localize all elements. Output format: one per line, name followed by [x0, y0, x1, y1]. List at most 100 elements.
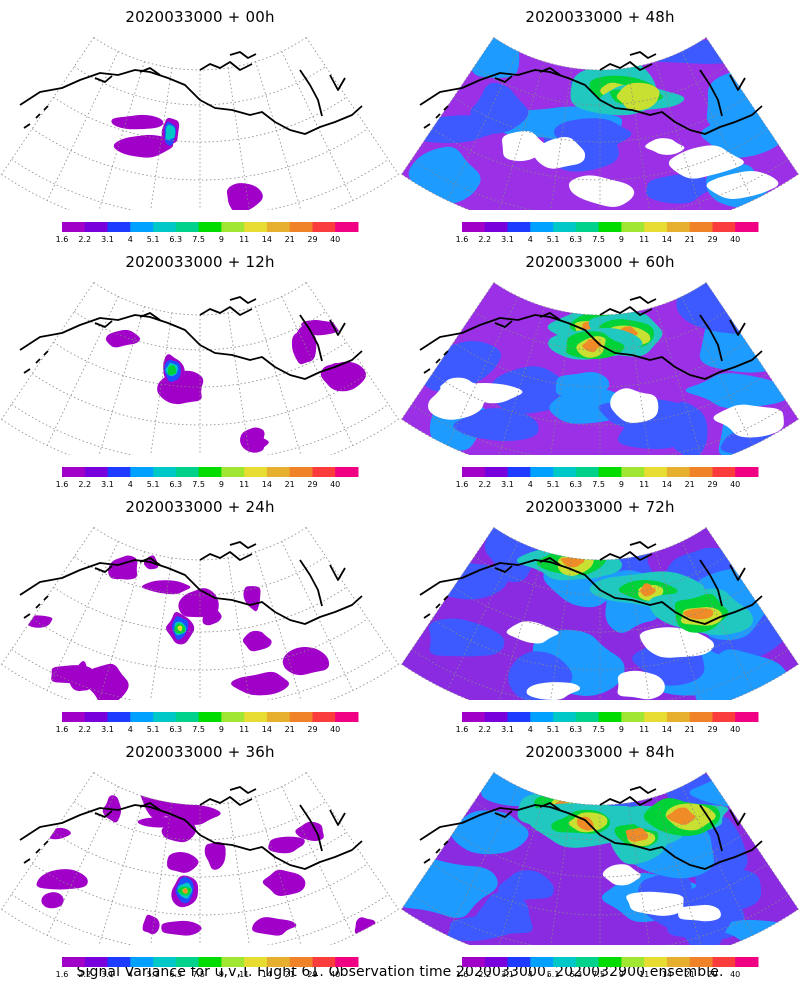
colorbar: 1.6 2.2 3.1 4 5.1 6.3 7.5 9 11 14 21 29 40 [56, 957, 359, 979]
variance-blob [666, 807, 696, 825]
colorbar-tick-label: 11 [239, 970, 249, 979]
colorbar-swatch [266, 957, 291, 967]
colorbar-tick-label: 1.6 [56, 235, 69, 244]
variance-blob [713, 404, 784, 438]
colorbar-tick-label: 11 [639, 480, 649, 489]
colorbar-swatch [712, 957, 736, 967]
variance-blob [177, 625, 183, 632]
colorbar-tick-label: 21 [285, 235, 295, 244]
colorbar-swatch [153, 222, 177, 232]
colorbar-tick-label: 2.2 [478, 480, 491, 489]
colorbar-swatch [689, 467, 713, 477]
colorbar-tick-label: 14 [262, 480, 272, 489]
variance-blob [617, 670, 665, 700]
variance-blob [568, 175, 635, 207]
colorbar-tick-label: 4 [128, 970, 133, 979]
panel-title: 2020033000 + 12h [125, 253, 275, 271]
variance-blob [43, 827, 71, 840]
colorbar-swatch [107, 957, 131, 967]
colorbar-swatch [689, 712, 713, 722]
colorbar-tick-label: 14 [662, 725, 672, 734]
colorbar-swatch [462, 222, 486, 232]
variance-blob [166, 851, 199, 873]
coastline [19, 51, 363, 135]
graticule [1, 37, 399, 210]
colorbar-tick-label: 14 [662, 235, 672, 244]
variance-blob [468, 37, 520, 79]
variance-blob [450, 810, 529, 855]
variance-blob [262, 869, 306, 896]
colorbar-swatch [312, 957, 336, 967]
colorbar-swatch [198, 222, 222, 232]
colorbar-swatch [484, 957, 509, 967]
colorbar-tick-label: 21 [285, 725, 295, 734]
colorbar-tick-label: 7.5 [192, 480, 205, 489]
colorbar-tick-label: 40 [330, 725, 340, 734]
colorbar-tick-label: 7.5 [192, 725, 205, 734]
colorbar-tick-label: 21 [685, 480, 695, 489]
variance-blob [533, 136, 586, 169]
colorbar-tick-label: 4 [128, 725, 133, 734]
colorbar-swatch [175, 467, 200, 477]
colorbar-swatch [198, 467, 222, 477]
colorbar-tick-label: 21 [685, 725, 695, 734]
colorbar-tick-label: 6.3 [169, 235, 182, 244]
variance-blob [161, 920, 202, 936]
colorbar-swatch [621, 222, 645, 232]
polar-map [401, 772, 799, 945]
colorbar-swatch [335, 957, 359, 967]
colorbar-tick-label: 29 [307, 235, 317, 244]
colorbar-swatch [530, 712, 554, 722]
variance-blob [242, 630, 272, 652]
variance-blob [36, 869, 88, 890]
colorbar-tick-label: 14 [262, 235, 272, 244]
variance-blob [626, 891, 684, 916]
variance-blob [706, 170, 779, 199]
variance-blob [616, 82, 660, 111]
colorbar-tick-label: 9 [619, 480, 624, 489]
colorbar-swatch [335, 712, 359, 722]
colorbar: 1.6 2.2 3.1 4 5.1 6.3 7.5 9 11 14 21 29 40 [456, 712, 759, 734]
colorbar-swatch [84, 712, 109, 722]
colorbar-tick-label: 6.3 [569, 235, 582, 244]
colorbar: 1.6 2.2 3.1 4 5.1 6.3 7.5 9 11 14 21 29 40 [456, 957, 759, 979]
colorbar: 1.6 2.2 3.1 4 5.1 6.3 7.5 9 11 14 21 29 40 [456, 222, 759, 244]
colorbar-tick-label: 2.2 [78, 725, 91, 734]
variance-blob [506, 621, 559, 644]
variance-blob [474, 891, 533, 935]
variance-blob [295, 821, 324, 842]
colorbar-swatch [666, 467, 691, 477]
colorbar-swatch [553, 712, 577, 722]
colorbar-tick-label: 3.1 [101, 480, 114, 489]
colorbar-tick-label: 2.2 [78, 480, 91, 489]
colorbar-swatch [598, 957, 622, 967]
map-panel: 2020033000 + 00h [0, 0, 400, 245]
colorbar-tick-label: 4 [528, 235, 533, 244]
colorbar-swatch [666, 957, 691, 967]
colorbar-swatch [312, 467, 336, 477]
colorbar-swatch [198, 712, 222, 722]
colorbar-swatch [312, 712, 336, 722]
variance-blob [678, 904, 721, 922]
colorbar-swatch [335, 222, 359, 232]
variance-blob [498, 870, 554, 901]
colorbar-swatch [553, 957, 577, 967]
coastline [419, 786, 763, 870]
colorbar-tick-label: 29 [307, 725, 317, 734]
colorbar-tick-label: 4 [128, 480, 133, 489]
colorbar-swatch [244, 712, 268, 722]
colorbar-tick-label: 3.1 [501, 725, 514, 734]
colorbar-swatch [289, 957, 313, 967]
colorbar-swatch [575, 712, 600, 722]
colorbar-swatch [266, 712, 291, 722]
colorbar-swatch [644, 467, 668, 477]
colorbar-swatch [621, 957, 645, 967]
colorbar-tick-label: 5.1 [547, 725, 560, 734]
variance-blob [84, 663, 129, 700]
colorbar-tick-label: 6.3 [569, 725, 582, 734]
coastline [19, 786, 363, 870]
coastline [419, 296, 763, 380]
variance-blob [625, 827, 649, 842]
colorbar-tick-label: 5.1 [547, 235, 560, 244]
colorbar-tick-label: 4 [128, 235, 133, 244]
